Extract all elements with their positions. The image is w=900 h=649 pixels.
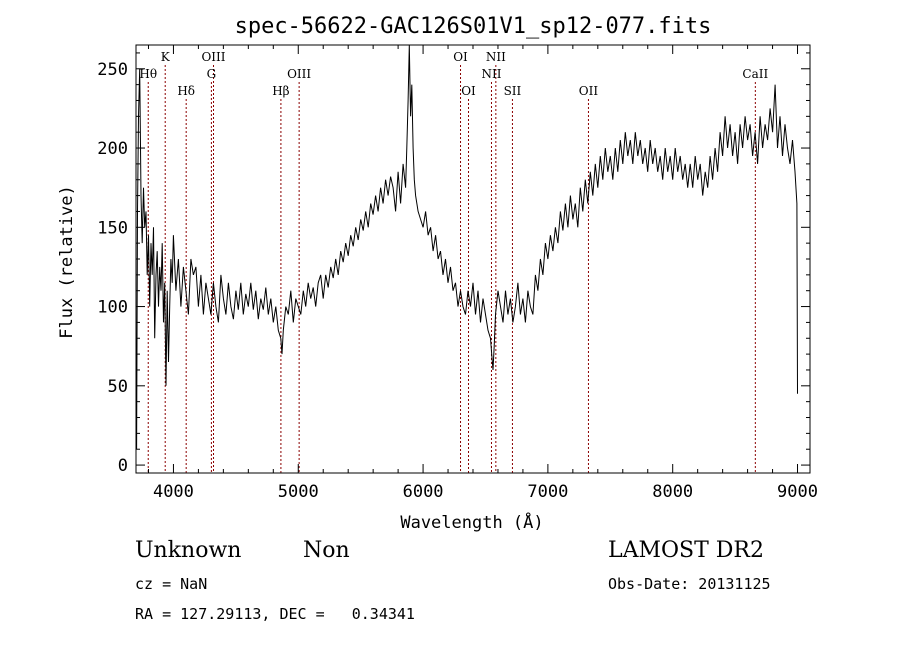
line-marker-label: G [207, 67, 217, 81]
y-axis-label: Flux (relative) [57, 185, 77, 339]
x-tick-label: 7000 [527, 482, 568, 502]
y-tick-label: 100 [97, 298, 128, 318]
line-marker-label: Hθ [139, 67, 157, 81]
redshift-cz: cz = NaN [135, 575, 208, 593]
x-tick-label: 6000 [403, 482, 444, 502]
coordinates: RA = 127.29113, DEC = 0.34341 [135, 605, 415, 623]
object-subclass: Non [303, 538, 350, 563]
y-tick-label: 50 [108, 377, 128, 397]
spectrum-line [135, 44, 798, 450]
line-marker-label: OII [579, 84, 599, 98]
line-marker-label: OI [461, 84, 476, 98]
line-marker-label: OIII [287, 67, 311, 81]
object-class: Unknown [135, 538, 242, 563]
y-tick-label: 250 [97, 60, 128, 80]
line-marker-label: NII [481, 67, 501, 81]
line-marker-label: CaII [742, 67, 768, 81]
line-marker-label: OIII [201, 50, 225, 64]
line-marker-label: K [161, 50, 171, 64]
survey-name: LAMOST DR2 [608, 538, 764, 563]
line-marker-label: SII [504, 84, 522, 98]
line-marker-label: Hβ [272, 84, 289, 98]
x-tick-label: 4000 [153, 482, 194, 502]
x-tick-label: 9000 [777, 482, 818, 502]
x-tick-label: 5000 [278, 482, 319, 502]
line-marker-label: NII [486, 50, 506, 64]
line-marker-label: OI [453, 50, 468, 64]
y-tick-label: 200 [97, 139, 128, 159]
plot-frame [135, 44, 811, 474]
y-tick-label: 0 [118, 456, 128, 476]
axis-ticks: 4000 5000 6000 7000 8000 9000 0 50 100 150 200 250 [97, 45, 818, 502]
x-axis-label: Wavelength (Å) [400, 511, 543, 533]
line-marker-label: Hδ [177, 84, 195, 98]
chart-title: spec-56622-GAC126S01V1_sp12-077.fits [235, 14, 712, 39]
x-tick-label: 8000 [652, 482, 693, 502]
y-tick-label: 150 [97, 218, 128, 238]
observation-date: Obs-Date: 20131125 [608, 575, 771, 593]
